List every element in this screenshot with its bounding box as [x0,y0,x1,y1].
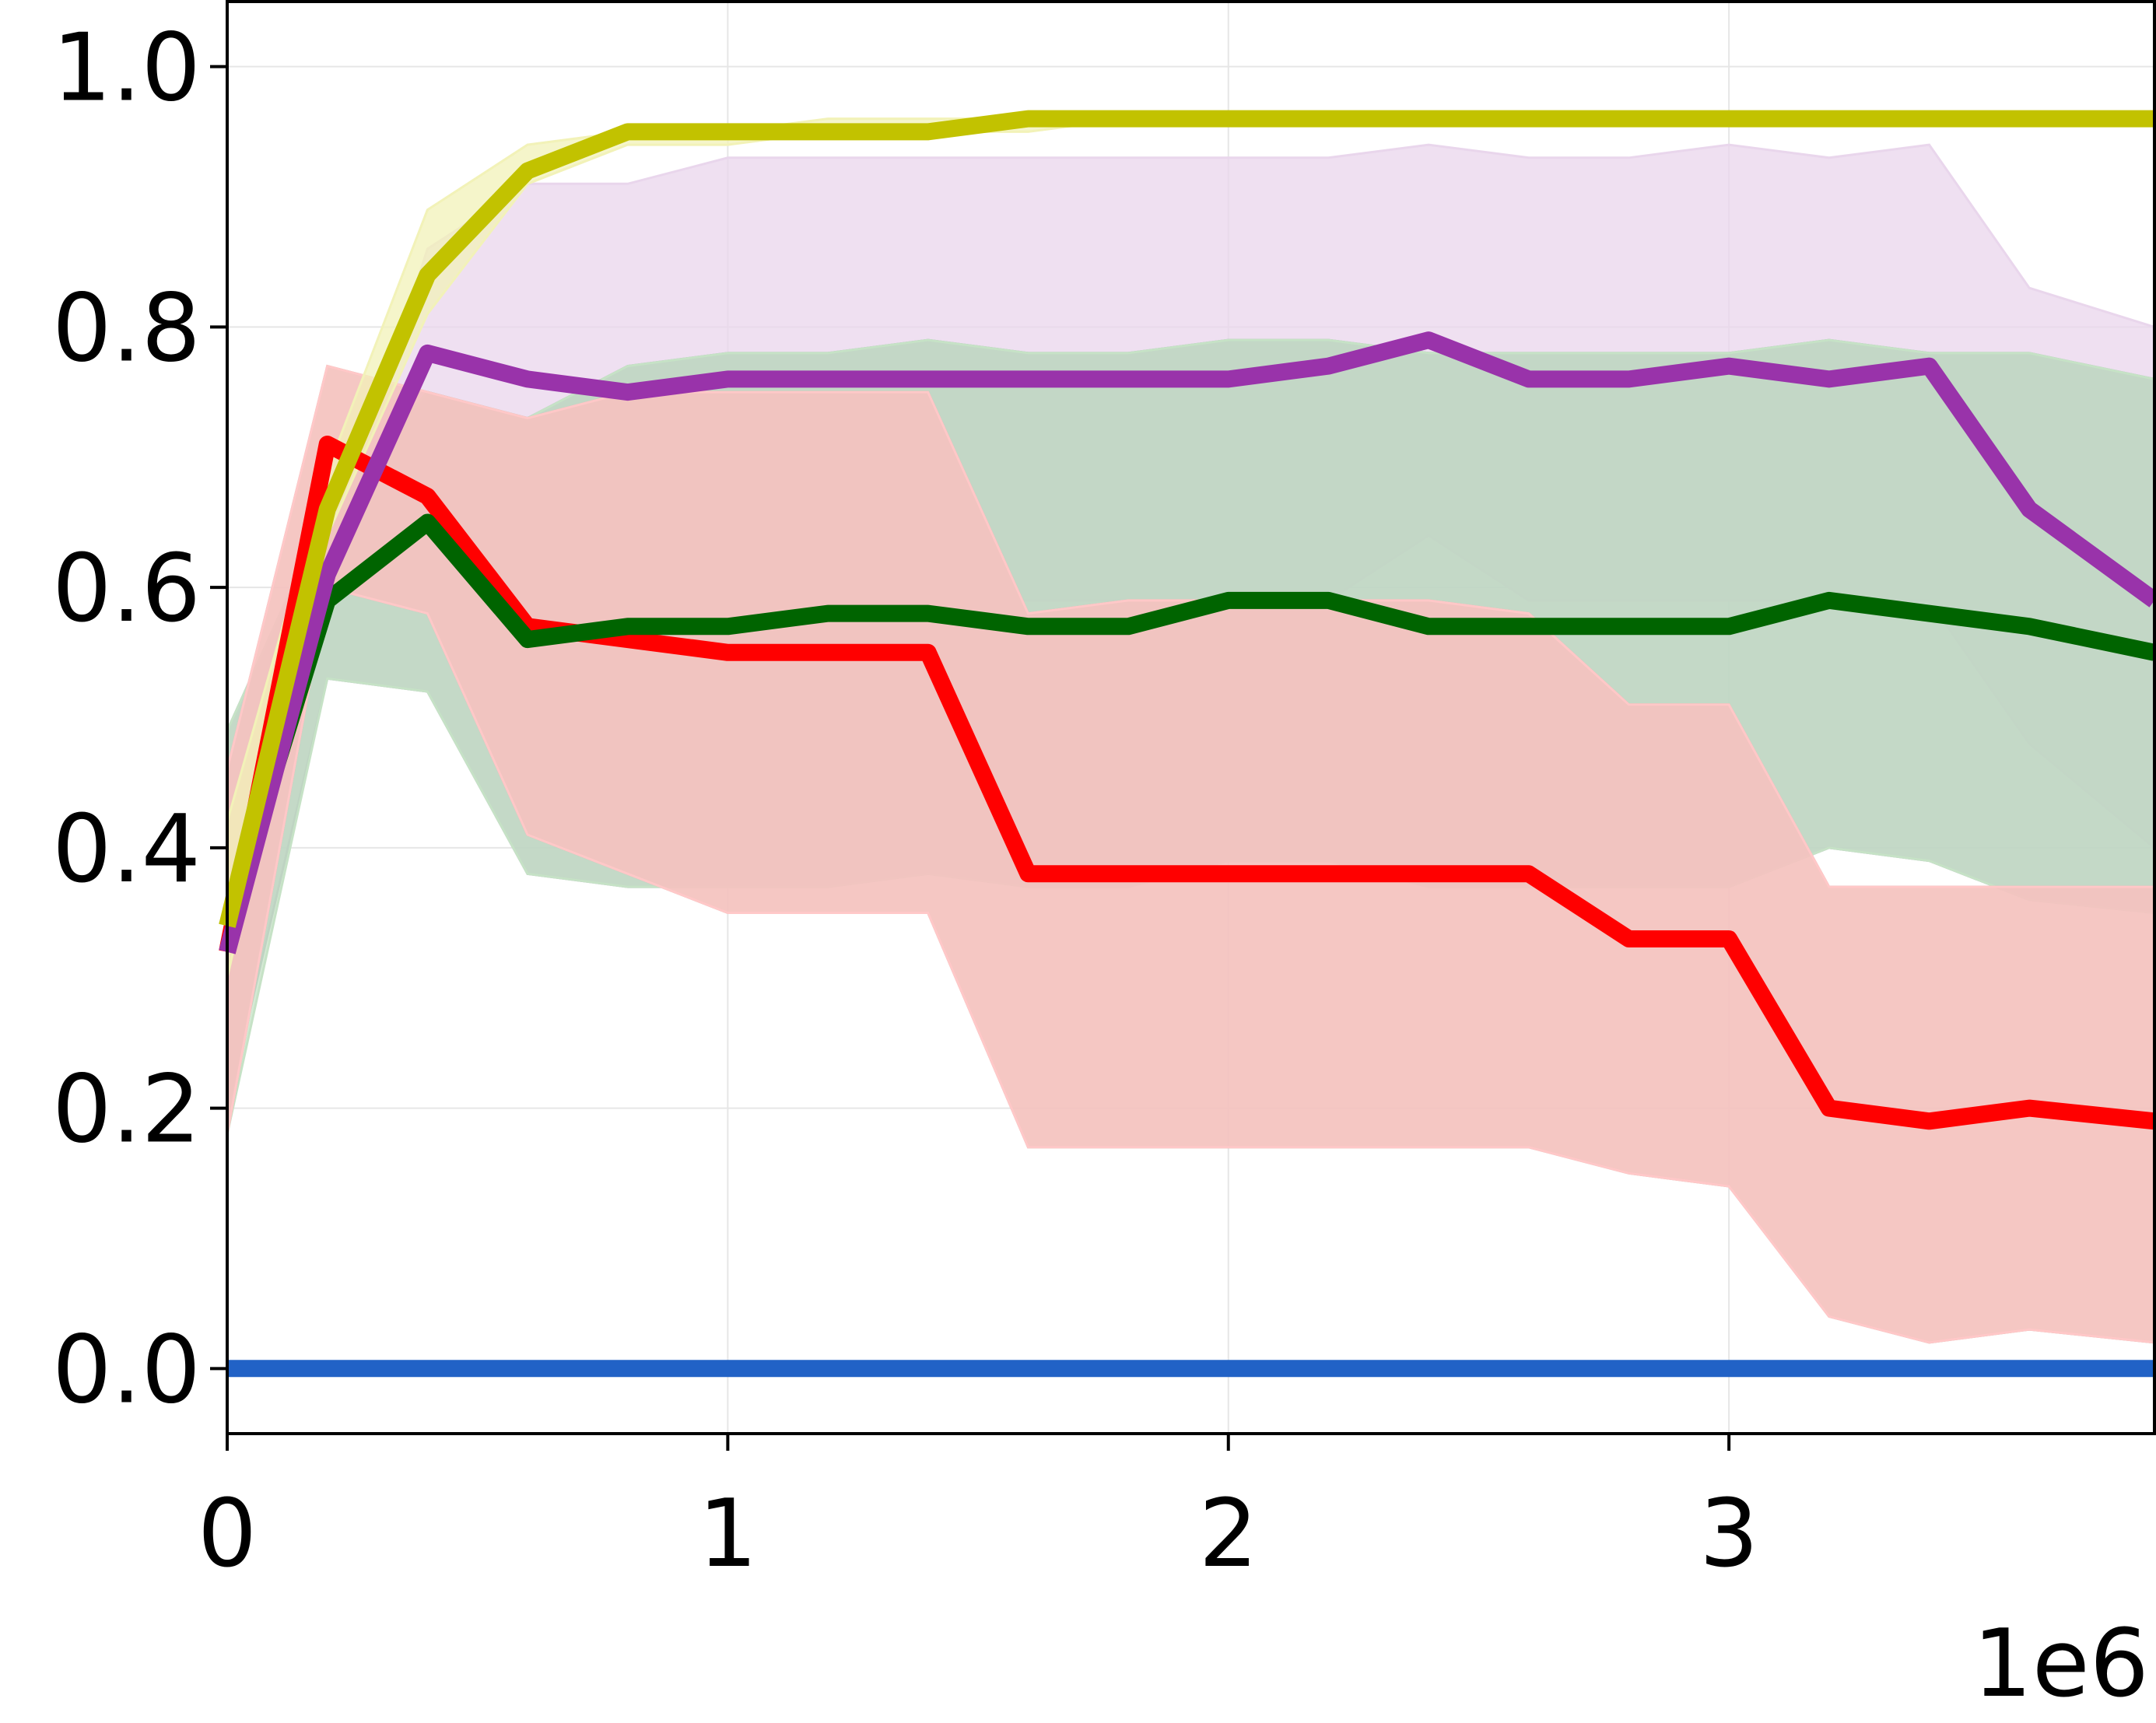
series-line-8 [219,513,2156,929]
series-line-7 [219,436,2156,1130]
x-tick-label: 0 [198,1480,257,1588]
axes-frame [226,0,2156,1435]
series-line-9 [219,331,2156,954]
y-tick-label: 1.0 [52,15,201,123]
y-tick-label: 0.0 [52,1316,201,1424]
x-axis-offset-label: 1e6 [1972,1610,2149,1718]
y-tick-label: 0.6 [52,535,201,643]
x-tick-label: 3 [1699,1480,1758,1588]
y-tick-label: 0.2 [52,1056,201,1164]
y-tick-label: 0.4 [52,796,201,904]
x-tick-label: 2 [1199,1480,1258,1588]
axis-ticks: 0 1 2 3 0.0 0.2 0.4 0.6 0.8 1.0 [52,15,1758,1588]
series-line-10 [219,110,2154,928]
confidence-bands [226,117,2156,1344]
series-lines [219,110,2156,1378]
x-tick-label: 1 [698,1480,757,1588]
y-tick-label: 0.8 [52,275,201,383]
